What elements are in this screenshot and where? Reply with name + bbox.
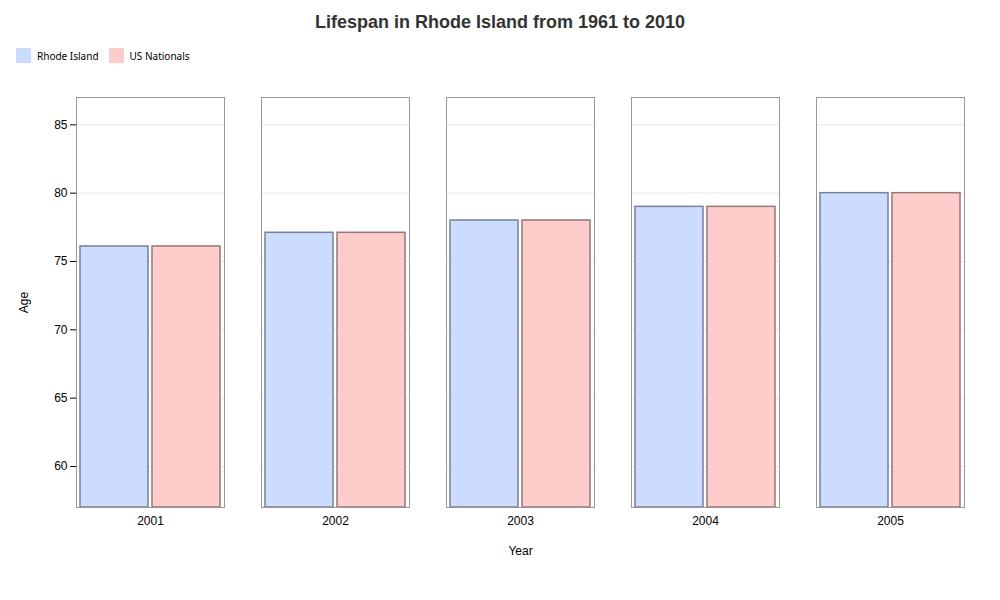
svg-text:2003: 2003 — [507, 514, 534, 528]
svg-text:70: 70 — [54, 323, 68, 337]
svg-text:2001: 2001 — [137, 514, 164, 528]
svg-text:2004: 2004 — [692, 514, 719, 528]
svg-text:Age: Age — [17, 292, 31, 314]
html-text:Rhode Island: Rhode Island — [37, 48, 99, 63]
svg-text:2002: 2002 — [322, 514, 349, 528]
svg-text:Year: Year — [508, 544, 532, 558]
svg-text:80: 80 — [54, 186, 68, 200]
html-text:Lifespan in Rhode Island from: Lifespan in Rhode Island from 1961 to 20… — [314, 12, 685, 32]
svg-text:2005: 2005 — [877, 514, 904, 528]
html-text:US Nationals: US Nationals — [129, 48, 190, 63]
svg-text:65: 65 — [54, 391, 68, 405]
svg-text:75: 75 — [54, 254, 68, 268]
svg-text:60: 60 — [54, 459, 68, 473]
svg-text:85: 85 — [54, 118, 68, 132]
